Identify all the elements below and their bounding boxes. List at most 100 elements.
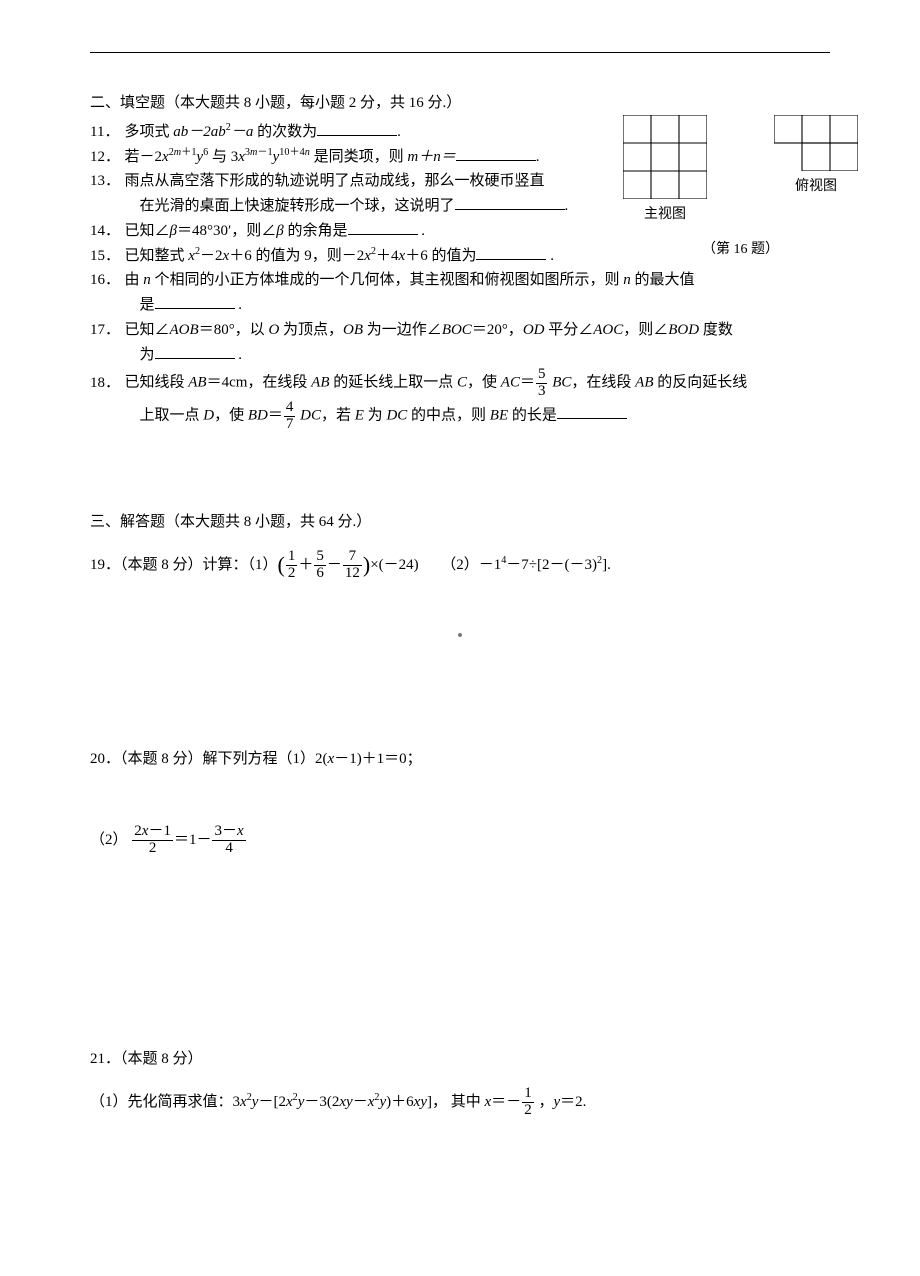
front-view-svg	[623, 115, 707, 199]
q18-ab: AB	[188, 375, 206, 391]
q12-a: 若－2	[125, 149, 163, 165]
q15-b: －2	[200, 248, 223, 264]
q18-be: BE	[490, 407, 508, 423]
q21-x1: x	[240, 1094, 247, 1110]
q21-lead: （本题 8 分）	[120, 1051, 203, 1067]
q14-c: 的余角是	[284, 223, 348, 239]
q21-l2h: )＋6	[386, 1094, 414, 1110]
q14-num: 14．	[90, 219, 125, 244]
q17-c: 为顶点，	[279, 322, 343, 338]
q12-e4: 10＋4n	[279, 147, 310, 158]
q14-beta2: β	[276, 223, 283, 239]
q21-neg: －	[506, 1094, 521, 1110]
q18-ac: AC	[501, 375, 520, 391]
q19-minus: －	[327, 557, 342, 573]
q20-part2: （2） 2x－12＝1－3－x4	[90, 824, 830, 857]
q16-l2: 是	[140, 297, 155, 313]
q16-n: n	[143, 272, 151, 288]
q12-p: .	[536, 149, 540, 165]
q17-line2: 为 .	[90, 343, 830, 368]
q19: 19．（本题 8 分）计算：（1）(12＋56－712)×(－24) （2）－1…	[90, 541, 830, 589]
q18-dc: DC	[296, 407, 321, 423]
q11-a: 多项式	[125, 124, 174, 140]
q14-a: 已知∠	[125, 223, 170, 239]
q19-times: ×(－24)	[370, 557, 418, 573]
q18-l2f: 的长是	[508, 407, 557, 423]
q17-o: O	[268, 322, 279, 338]
q21-line2: （1）先化简再求值：3x2y－[2x2y－3(2xy－x2y)＋6xy]， 其中…	[90, 1086, 830, 1119]
q17-blank	[155, 343, 235, 358]
q17-l2: 为	[140, 347, 155, 363]
q16-l1b: 个相同的小正方体堆成的一个几何体，其主视图和俯视图如图所示，则	[151, 272, 624, 288]
q19-tail: ].	[602, 557, 611, 573]
q16-num: 16．	[90, 268, 125, 293]
q18-ab2: AB	[311, 375, 329, 391]
q18-l2c: ，若	[321, 407, 355, 423]
q15-blank	[476, 244, 546, 259]
top-view-label: 俯视图	[795, 175, 837, 198]
q18-blank	[557, 404, 627, 419]
q20-mid: －1)＋1＝0；	[334, 751, 422, 767]
q18-l2d: 为	[364, 407, 387, 423]
q20-lhs: 2x－12	[132, 824, 173, 857]
q21-num: 21．	[90, 1051, 120, 1067]
q17-g: ，则∠	[623, 322, 668, 338]
q20-lead: （本题 8 分）解下列方程（1）2(	[120, 751, 328, 767]
q13-blank	[455, 195, 565, 210]
q12-blank	[456, 145, 536, 160]
q15-num: 15．	[90, 244, 125, 269]
q15-x3: x	[364, 248, 371, 264]
q20-num: 20．	[90, 751, 120, 767]
q13-p: .	[565, 198, 569, 214]
q15-x1: x	[188, 248, 195, 264]
q18-num: 18．	[90, 368, 125, 400]
q11-b: 的次数为	[253, 124, 317, 140]
q11-num: 11．	[90, 120, 125, 145]
q16-n2: n	[623, 272, 631, 288]
q14-blank	[348, 220, 418, 235]
q18-frac2: 47	[284, 400, 296, 433]
q19-num: 19．	[90, 557, 120, 573]
q16: 16．由 n 个相同的小正方体堆成的一个几何体，其主视图和俯视图如图所示，则 n…	[90, 268, 830, 293]
q18-D: D	[203, 407, 214, 423]
q12-x1: x	[162, 149, 169, 165]
q18-eq2: ＝	[268, 407, 283, 423]
q19-gap	[419, 557, 449, 573]
q11-tail: －a	[231, 124, 254, 140]
section3-header: 三、解答题（本大题共 8 小题，共 64 分.）	[90, 510, 830, 535]
q20-rhs: 3－x4	[212, 824, 245, 857]
q16-tail: .	[235, 297, 243, 313]
q19-f3: 712	[343, 549, 362, 582]
q19-lparen: (	[278, 552, 285, 577]
figure-q16: 主视图 俯视图 （第 16 题）	[623, 115, 858, 261]
q18-ab3: AB	[635, 375, 653, 391]
q18-eq1: ＝	[520, 375, 535, 391]
q17-e: ＝20°，	[472, 322, 523, 338]
q17-tail: .	[235, 347, 243, 363]
q18-e: ，在线段	[571, 375, 635, 391]
q16-blank	[155, 294, 235, 309]
q21-l2i: ]， 其中	[427, 1094, 485, 1110]
q17-boc: BOC	[442, 322, 472, 338]
q16-l1c: 的最大值	[631, 272, 695, 288]
q12-b: 是同类项，则	[310, 149, 408, 165]
q18-line2: 上取一点 D，使 BD＝47 DC，若 E 为 DC 的中点，则 BE 的长是	[90, 400, 830, 433]
q17: 17．已知∠AOB＝80°，以 O 为顶点，OB 为一边作∠BOC＝20°，OD…	[90, 318, 830, 343]
q19-f2: 56	[314, 549, 326, 582]
q12-x2: x	[238, 149, 245, 165]
q20-p2label: （2）	[90, 832, 128, 848]
q19-p2: （2）－1	[449, 557, 502, 573]
page: 主视图 俯视图 （第 16 题） 二、填空题	[0, 0, 920, 1276]
q21: 21．（本题 8 分）	[90, 1047, 830, 1072]
q20: 20．（本题 8 分）解下列方程（1）2(x－1)＋1＝0；	[90, 747, 830, 772]
q11-poly: ab－2ab	[173, 124, 226, 140]
q17-ob: OB	[343, 322, 363, 338]
q17-d: 为一边作∠	[363, 322, 442, 338]
q18: 18．已知线段 AB＝4cm，在线段 AB 的延长线上取一点 C，使 AC＝53…	[90, 367, 830, 400]
q16-l1a: 由	[125, 272, 144, 288]
q21-frac: 12	[522, 1086, 534, 1119]
q18-bc: BC	[548, 375, 571, 391]
top-view-svg	[774, 115, 858, 171]
q18-l2e: 的中点，则	[407, 407, 490, 423]
q19-lead: （本题 8 分）计算：（1）	[120, 557, 278, 573]
